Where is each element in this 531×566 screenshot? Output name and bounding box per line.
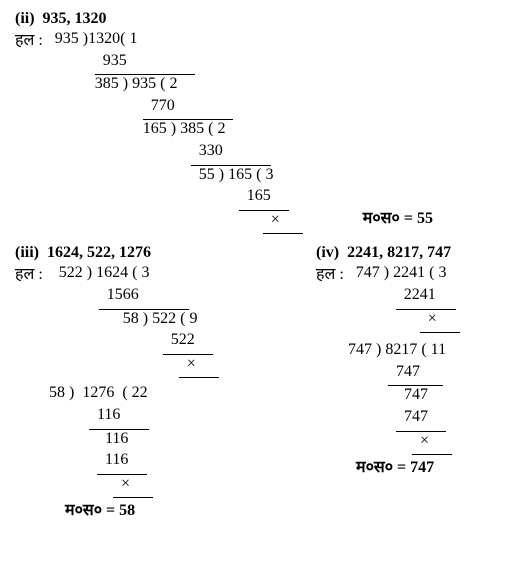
problem-iii: (iii) 1624, 522, 1276 हल : 522 ) 1624 ( … [15,244,286,520]
label-iii: (iii) [15,244,39,262]
label-ii: (ii) [15,10,35,28]
problem-ii: (ii) 935, 1320 हल : 935 )1320( 1 935 385… [15,10,516,232]
nums-ii: 935, 1320 [43,10,107,28]
answer-ii: म०स० = 55 [363,210,433,227]
work-ii: 935 )1320( 1 935 385 ) 935 ( 2 770 165 )… [55,32,303,49]
problem-iv: (iv) 2241, 8217, 747 हल : 747 ) 2241 ( 3… [316,244,516,520]
sol-label-iii: हल : [15,266,43,283]
sol-label-iv: हल : [316,266,344,283]
answer-iv: म०स० = 747 [356,459,434,476]
sol-label-ii: हल : [15,32,43,49]
work-iv-a: 747 ) 2241 ( 3 2241 × [356,266,460,283]
work-iii-a: 522 ) 1624 ( 3 1566 58 ) 522 ( 9 522 × [59,266,219,283]
answer-iii: म०स० = 58 [65,502,135,519]
work-iii-b: 58 ) 1276 ( 22 116 116 116 × [49,384,153,401]
label-iv: (iv) [316,244,339,262]
nums-iii: 1624, 522, 1276 [47,244,151,262]
nums-iv: 2241, 8217, 747 [347,244,451,262]
work-iv-b: 747 ) 8217 ( 11 747 747 747 × [348,341,452,358]
